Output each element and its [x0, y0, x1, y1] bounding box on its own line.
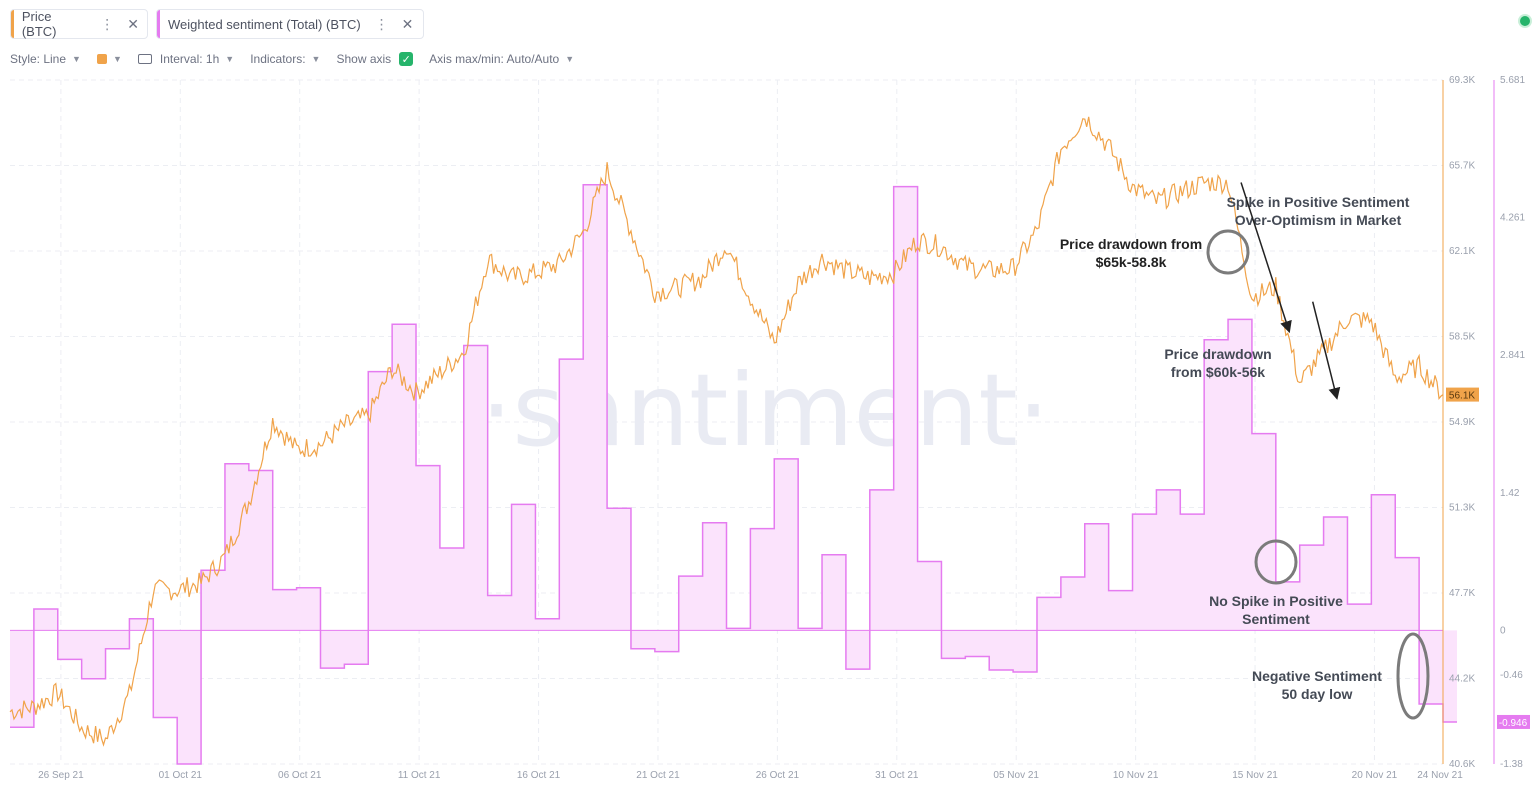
- show-axis-toggle[interactable]: Show axis ✓: [336, 52, 414, 66]
- annotation-drawdown2-line2: from $60k-56k: [1171, 364, 1265, 380]
- annotation-negative-line2: 50 day low: [1282, 686, 1353, 702]
- sentiment-tick-label: -1.38: [1500, 759, 1523, 770]
- price-last-value-badge: [1446, 387, 1479, 402]
- interval-dropdown[interactable]: Interval: 1h ▼: [137, 52, 235, 66]
- x-tick-label: 20 Nov 21: [1352, 770, 1398, 781]
- x-tick-label: 05 Nov 21: [993, 770, 1039, 781]
- tab-price-label: Price (BTC): [21, 9, 57, 39]
- annotations: Spike in Positive Sentiment Over-Optimis…: [1060, 182, 1430, 720]
- drawdown-arrow: [1240, 182, 1292, 334]
- price-series-color-bar: [11, 10, 14, 38]
- tab-price-menu-icon[interactable]: ⋮: [100, 15, 114, 32]
- x-tick-label: 26 Sep 21: [38, 770, 84, 781]
- x-tick-label: 26 Oct 21: [756, 770, 800, 781]
- negative-sentiment-highlight-ellipse: [1396, 632, 1430, 720]
- status-indicator-icon: [1520, 16, 1530, 26]
- checkbox-checked-icon[interactable]: ✓: [399, 52, 414, 66]
- interval-label: Interval: 1h: [159, 52, 220, 66]
- annotation-spike-line1: Spike in Positive Sentiment: [1227, 194, 1410, 210]
- x-tick-label: 10 Nov 21: [1113, 770, 1159, 781]
- axis-maxmin-dropdown[interactable]: Axis max/min: Auto/Auto ▼: [429, 52, 574, 66]
- x-tick-label: 15 Nov 21: [1232, 770, 1278, 781]
- sentiment-area-fill: [10, 184, 1457, 764]
- price-tick-label: 69.3K: [1449, 75, 1475, 86]
- sentiment-last-value-label: -0.946: [1499, 718, 1528, 729]
- chevron-down-icon: ▼: [112, 54, 122, 64]
- sentiment-tick-label: 4.261: [1500, 213, 1525, 224]
- color-swatch-icon: [96, 54, 107, 64]
- x-tick-label: 06 Oct 21: [278, 770, 322, 781]
- price-line: [9, 116, 1444, 747]
- drawdown-arrow: [1311, 301, 1341, 400]
- x-tick-label: 16 Oct 21: [517, 770, 561, 781]
- tab-price-close-icon[interactable]: ✕: [127, 15, 139, 32]
- calendar-icon: [137, 54, 152, 64]
- price-tick-label: 58.5K: [1449, 332, 1475, 343]
- sentiment-tick-label: 2.841: [1500, 350, 1525, 361]
- sentiment-step-line: [10, 183, 1457, 765]
- sentiment-last-value-badge: [1497, 714, 1530, 729]
- indicators-dropdown[interactable]: Indicators: ▼: [250, 52, 320, 66]
- sentiment-tick-label: 0: [1500, 625, 1506, 636]
- annotation-drawdown1-line2: $65k-58.8k: [1096, 254, 1167, 270]
- tab-weighted-sentiment[interactable]: Weighted sentiment (Total) (BTC) ⋮ ✕: [156, 9, 424, 39]
- price-series: [9, 116, 1444, 747]
- style-dropdown[interactable]: Style: Line ▼: [10, 52, 81, 66]
- no-spike-highlight-circle: [1254, 539, 1298, 585]
- x-tick-label: 24 Nov 21: [1417, 770, 1463, 781]
- price-tick-label: 54.9K: [1449, 417, 1475, 428]
- show-axis-label: Show axis: [336, 52, 392, 66]
- x-tick-label: 21 Oct 21: [636, 770, 680, 781]
- annotation-negative-line1: Negative Sentiment: [1252, 668, 1382, 684]
- chevron-down-icon: ▼: [311, 54, 321, 64]
- color-picker[interactable]: ▼: [96, 54, 122, 64]
- sentiment-tick-label: 1.42: [1500, 488, 1520, 499]
- axis-maxmin-label: Axis max/min: Auto/Auto: [429, 52, 560, 66]
- chevron-down-icon: ▼: [565, 54, 575, 64]
- annotation-spike-line2: Over-Optimism in Market: [1235, 212, 1402, 228]
- sentiment-series: [10, 183, 1457, 765]
- annotation-nospike-line1: No Spike in Positive: [1209, 593, 1343, 609]
- chevron-down-icon: ▼: [225, 54, 235, 64]
- x-tick-label: 01 Oct 21: [159, 770, 203, 781]
- axes: 26 Sep 21 01 Oct 21 06 Oct 21 11 Oct 21 16 O…: [38, 75, 1530, 781]
- indicators-label: Indicators:: [250, 52, 306, 66]
- price-tick-label: 40.6K: [1449, 759, 1475, 770]
- price-tick-label: 47.7K: [1449, 588, 1475, 599]
- price-tick-label: 62.1K: [1449, 246, 1475, 257]
- price-last-value-label: 56.1K: [1449, 391, 1475, 402]
- sentiment-tick-label: 5.681: [1500, 75, 1525, 86]
- price-tick-label: 51.3K: [1449, 503, 1475, 514]
- sentiment-tick-label: -0.46: [1500, 670, 1523, 681]
- annotation-drawdown1-line1: Price drawdown from: [1060, 236, 1202, 252]
- style-label: Style: Line: [10, 52, 67, 66]
- x-tick-label: 11 Oct 21: [398, 770, 441, 781]
- price-tick-label: 44.2K: [1449, 674, 1475, 685]
- annotation-drawdown2-line1: Price drawdown: [1164, 346, 1271, 362]
- x-tick-label: 31 Oct 21: [875, 770, 919, 781]
- tab-price-btc[interactable]: Price (BTC) ⋮ ✕: [10, 9, 148, 39]
- tab-sentiment-close-icon[interactable]: ✕: [401, 15, 414, 32]
- spike-highlight-circle: [1206, 229, 1250, 275]
- tab-sentiment-label: Weighted sentiment (Total) (BTC): [168, 16, 361, 32]
- tab-sentiment-menu-icon[interactable]: ⋮: [374, 15, 389, 32]
- sentiment-series-color-bar: [157, 10, 160, 38]
- chart-toolbar: Style: Line ▼ ▼ Interval: 1h ▼ Indicator…: [10, 49, 590, 69]
- price-tick-label: 65.7K: [1449, 161, 1475, 172]
- chevron-down-icon: ▼: [72, 54, 81, 64]
- annotation-nospike-line2: Sentiment: [1242, 611, 1310, 627]
